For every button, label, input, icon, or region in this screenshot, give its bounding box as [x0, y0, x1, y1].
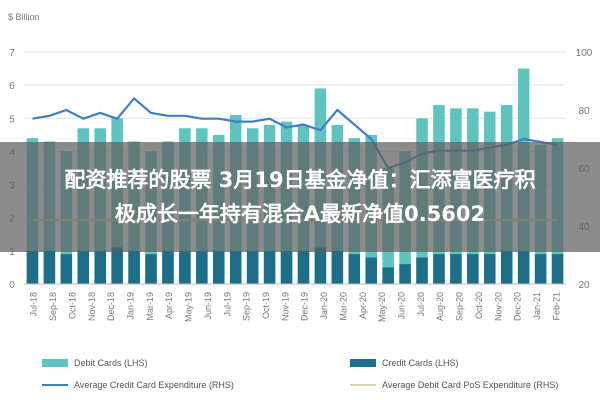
legend-swatch-avg-credit-expenditure: [42, 384, 68, 386]
x-axis-tick-label: Jan-20: [319, 292, 329, 320]
credit-card-bar: [145, 254, 157, 284]
credit-card-bar: [534, 254, 547, 284]
credit-card-bar: [77, 250, 90, 284]
legend-swatch-credit-cards: [350, 359, 376, 367]
credit-card-bar: [500, 250, 513, 284]
credit-card-bar: [196, 250, 208, 284]
x-axis-tick-label: Oct-19: [261, 292, 271, 319]
legend-swatch-avg-debit-pos-expenditure: [350, 384, 376, 386]
legend-label-credit-cards: Credit Cards (LHS): [382, 358, 459, 368]
x-axis-tick-label: Nov-18: [87, 292, 97, 321]
x-axis-tick-label: Nov-19: [280, 292, 290, 321]
credit-card-bar: [331, 250, 344, 284]
x-axis-tick-label: Oct-18: [67, 292, 77, 319]
right-axis-tick-label: 100: [576, 48, 593, 59]
x-axis-tick-label: Jul-20: [416, 292, 426, 317]
credit-card-bar: [399, 264, 411, 284]
x-axis-tick-label: Mar-19: [145, 292, 155, 321]
x-axis-tick-label: Jul-19: [222, 292, 232, 317]
x-axis-tick-label: Jan-21: [532, 292, 542, 320]
legend-swatch-debit-cards: [42, 359, 68, 367]
x-axis-tick-label: Feb-21: [551, 292, 561, 321]
x-axis-tick-label: Apr-20: [358, 292, 368, 319]
credit-card-bar: [517, 250, 530, 284]
legend-item-debit-cards: Debit Cards (LHS): [42, 358, 148, 368]
x-axis-tick-label: Sep-18: [48, 292, 58, 321]
credit-card-bar: [60, 254, 73, 284]
credit-card-bar: [94, 250, 106, 284]
headline-line-2: 极成长一年持有混合A最新净值0.5602: [114, 202, 486, 226]
right-axis-tick-label: 20: [578, 280, 590, 291]
x-axis-tick-label: Jun-20: [396, 292, 406, 320]
legend-label-debit-cards: Debit Cards (LHS): [74, 358, 148, 368]
legend-item-credit-cards: Credit Cards (LHS): [350, 358, 459, 368]
credit-card-bar: [365, 257, 377, 284]
x-axis-tick-label: Aug-20: [435, 292, 445, 321]
x-axis-tick-label: May-19: [184, 292, 194, 322]
x-axis-tick-label: Dec-18: [106, 292, 116, 321]
credit-card-bar: [213, 250, 225, 284]
x-axis-tick-label: Dec-20: [513, 292, 523, 321]
credit-card-bar: [263, 250, 276, 284]
x-axis-tick-label: Sep-20: [455, 292, 465, 321]
x-axis-tick-label: Oct-20: [474, 292, 484, 319]
credit-card-bar: [128, 250, 140, 284]
credit-card-bar: [246, 250, 259, 284]
credit-card-bar: [348, 254, 361, 284]
legend-label-avg-credit-expenditure: Average Credit Card Expenditure (RHS): [74, 380, 234, 390]
credit-card-bar: [450, 254, 462, 284]
credit-card-bar: [433, 254, 445, 284]
x-axis-tick-label: May-20: [377, 292, 387, 322]
credit-card-bar: [280, 250, 293, 284]
headline-line-1: 配资推荐的股票 3月19日基金净值：汇添富医疗积: [64, 168, 536, 192]
x-axis-tick-label: Apr-19: [164, 292, 174, 319]
legend-item-avg-credit-expenditure: Average Credit Card Expenditure (RHS): [42, 380, 234, 390]
left-axis-tick-label: 0: [9, 280, 15, 291]
credit-card-bar: [484, 254, 496, 284]
legend-item-avg-debit-pos-expenditure: Average Debit Card PoS Expenditure (RHS): [350, 380, 558, 390]
x-axis-tick-label: Jan-19: [125, 292, 135, 320]
credit-card-bar: [551, 254, 564, 284]
credit-card-bar: [229, 250, 242, 284]
x-axis-tick-label: Jul-18: [29, 292, 39, 317]
x-axis-tick-label: Sep-19: [242, 292, 252, 321]
left-axis-tick-label: 5: [9, 114, 15, 125]
credit-card-bar: [26, 250, 39, 284]
x-axis-tick-label: Dec-19: [300, 292, 310, 321]
chart-legend: Debit Cards (LHS) Credit Cards (LHS) Ave…: [30, 354, 590, 398]
credit-card-bar: [467, 254, 479, 284]
credit-card-bar: [314, 247, 327, 284]
x-axis-tick-label: Jun-19: [203, 292, 213, 320]
x-axis-tick-label: Nov-20: [493, 292, 503, 321]
right-axis-tick-label: 80: [578, 106, 590, 117]
left-axis-title: $ Billion: [8, 12, 40, 22]
headline-banner: 配资推荐的股票 3月19日基金净值：汇添富医疗积 极成长一年持有混合A最新净值0…: [0, 142, 600, 252]
left-axis-tick-label: 7: [9, 48, 15, 59]
credit-card-bar: [43, 250, 56, 284]
left-axis-tick-label: 6: [9, 81, 15, 92]
credit-card-bar: [162, 250, 174, 284]
credit-card-bar: [382, 267, 394, 284]
credit-card-bar: [179, 250, 191, 284]
x-axis-tick-label: Mar-20: [338, 292, 348, 321]
credit-card-bar: [297, 250, 310, 284]
left-axis-tick-label: 1: [9, 247, 15, 258]
credit-card-bar: [416, 257, 428, 284]
legend-label-avg-debit-pos-expenditure: Average Debit Card PoS Expenditure (RHS): [382, 380, 559, 390]
credit-card-bar: [111, 247, 123, 284]
